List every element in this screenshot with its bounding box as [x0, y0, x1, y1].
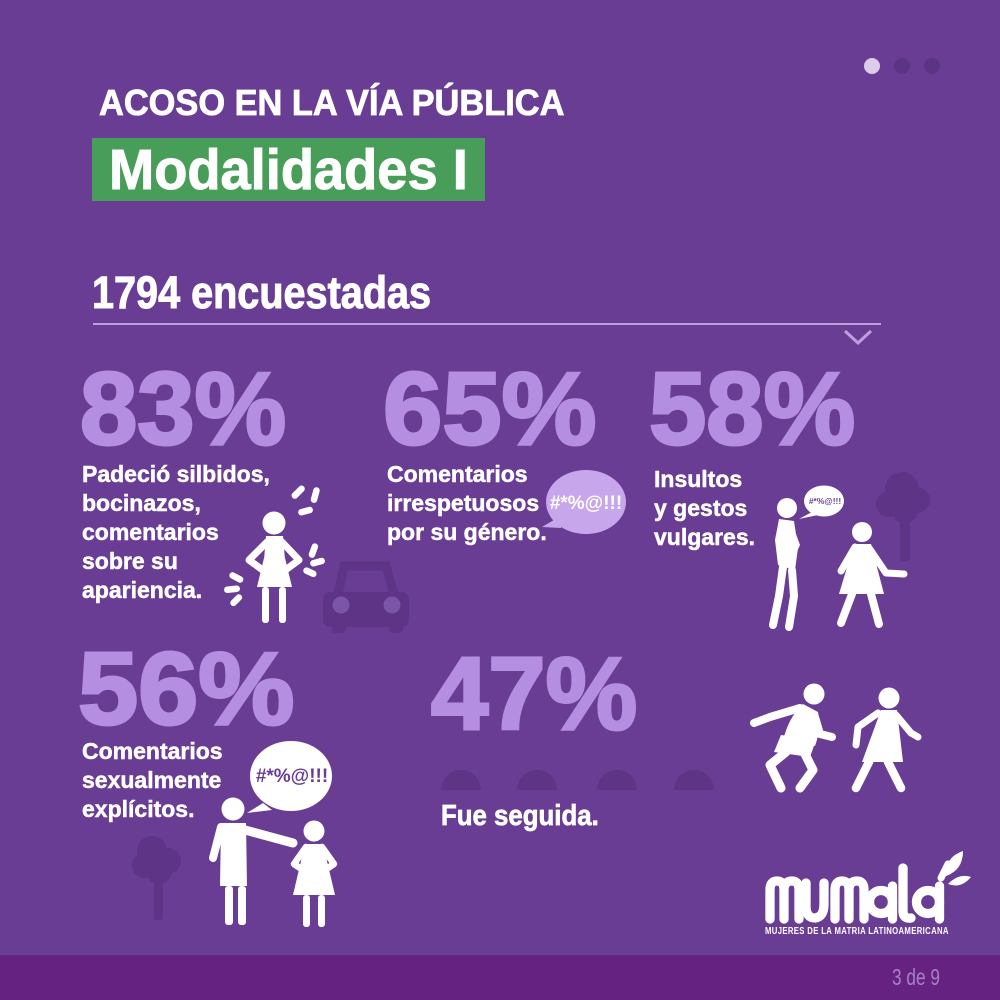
svg-text:#*%@!!!: #*%@!!! — [809, 496, 842, 506]
svg-text:#*%@!!!: #*%@!!! — [550, 493, 622, 514]
svg-text:#*%@!!!: #*%@!!! — [256, 766, 328, 787]
